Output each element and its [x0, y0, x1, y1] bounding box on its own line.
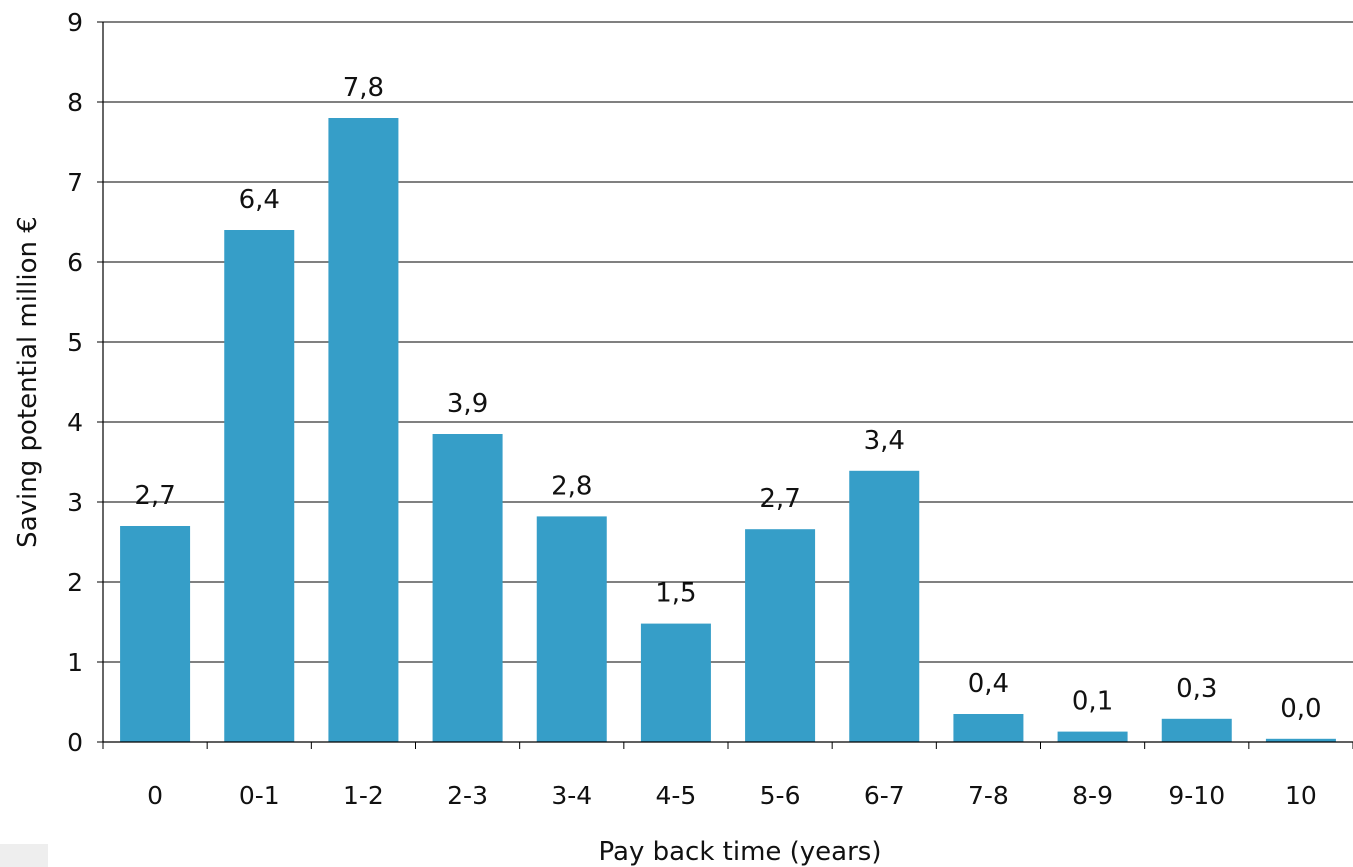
- bar-8-9: [1057, 731, 1128, 742]
- data-labels: 2,7 6,4 7,8 3,9 2,8 1,5 2,7 3,4 0,4 0,1 0,3 0,0: [134, 73, 1321, 724]
- data-label: 0,4: [968, 669, 1009, 699]
- bar-10: [1265, 738, 1336, 742]
- x-tick-label: 8-9: [1072, 781, 1113, 810]
- bar-2-3: [432, 434, 503, 742]
- x-axis-title: Pay back time (years): [599, 837, 882, 867]
- bar-9-10: [1161, 718, 1232, 742]
- data-label: 0,1: [1072, 687, 1113, 717]
- corner-box: [0, 844, 48, 867]
- x-tick-labels: 0 0-1 1-2 2-3 3-4 4-5 5-6 6-7 7-8 8-9 9-10 10: [147, 781, 1317, 810]
- data-label: 2,7: [134, 481, 175, 511]
- data-label: 2,7: [759, 484, 800, 514]
- y-tick-label: 7: [67, 168, 83, 197]
- x-tick-label: 7-8: [968, 781, 1009, 810]
- y-tick-label: 9: [67, 8, 83, 37]
- gridlines: [103, 21, 1353, 663]
- y-tick-label: 4: [67, 408, 83, 437]
- bar-1-2: [328, 118, 399, 742]
- y-tick-label: 5: [67, 328, 83, 357]
- data-label: 2,8: [551, 471, 592, 501]
- data-label: 7,8: [343, 73, 384, 103]
- bar-3-4: [536, 516, 607, 742]
- y-tick-label: 0: [67, 728, 83, 757]
- data-label: 0,3: [1176, 674, 1217, 704]
- x-tick-label: 5-6: [760, 781, 801, 810]
- y-tick-label: 1: [67, 648, 83, 677]
- x-tick-label: 6-7: [864, 781, 905, 810]
- bar-6-7: [849, 470, 920, 742]
- x-tick-label: 9-10: [1168, 781, 1225, 810]
- y-tick-label: 8: [67, 88, 83, 117]
- x-tick-label: 3-4: [551, 781, 592, 810]
- x-tick-label: 1-2: [343, 781, 384, 810]
- y-tick-label: 3: [67, 488, 83, 517]
- axes: [97, 21, 1353, 749]
- data-label: 0,0: [1280, 694, 1321, 724]
- y-tick-labels: 0 1 2 3 4 5 6 7 8 9: [67, 8, 83, 757]
- bar-0-1: [224, 230, 295, 742]
- x-tick-label: 2-3: [447, 781, 488, 810]
- x-tick-label: 0-1: [239, 781, 280, 810]
- x-tick-label: 10: [1285, 781, 1317, 810]
- x-tick-label: 4-5: [655, 781, 696, 810]
- data-label: 1,5: [655, 579, 696, 609]
- data-label: 6,4: [239, 185, 280, 215]
- bar-7-8: [953, 714, 1024, 742]
- bar-4-5: [640, 623, 711, 742]
- y-axis-title: Saving potential million €: [13, 216, 43, 548]
- y-tick-label: 2: [67, 568, 83, 597]
- data-label: 3,9: [447, 389, 488, 419]
- bars: [120, 118, 1336, 742]
- bar-0: [120, 526, 191, 742]
- bar-5-6: [745, 529, 816, 742]
- x-tick-label: 0: [147, 781, 163, 810]
- data-label: 3,4: [864, 426, 905, 456]
- y-tick-label: 6: [67, 248, 83, 277]
